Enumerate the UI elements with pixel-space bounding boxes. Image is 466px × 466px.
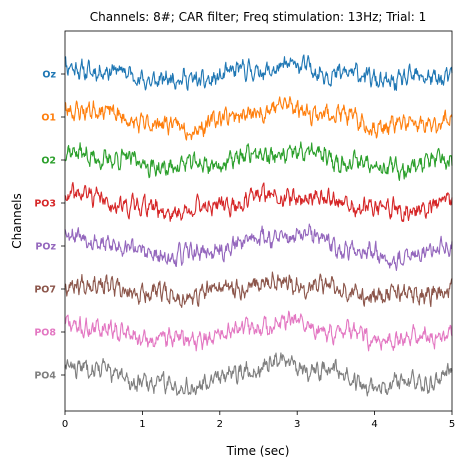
trace-o1 (64, 96, 453, 141)
x-axis: 0 1 2 3 4 5 (62, 411, 455, 430)
trace-oz (64, 54, 453, 91)
x-tick-label: 5 (449, 419, 455, 430)
x-axis-label: Time (sec) (226, 444, 290, 458)
plot-frame (64, 30, 453, 412)
trace-po8 (64, 310, 453, 352)
x-tick-label: 2 (217, 419, 223, 430)
trace-o2 (64, 141, 453, 181)
x-tick-label: 1 (139, 419, 145, 430)
y-axis-label: Channels (10, 193, 24, 249)
x-tick-label: 0 (62, 419, 68, 430)
trace-po4 (64, 352, 453, 397)
channel-label-o1: O1 (41, 113, 56, 124)
channel-label-poz: POz (35, 242, 56, 253)
channel-label-po4: PO4 (34, 371, 56, 382)
trace-po7 (64, 271, 453, 308)
traces-group (64, 54, 453, 397)
channel-label-po3: PO3 (34, 199, 56, 210)
channel-label-o2: O2 (41, 156, 56, 167)
chart-title: Channels: 8#; CAR filter; Freq stimulati… (90, 10, 427, 24)
trace-po3 (64, 181, 453, 222)
y-axis: Oz O1 O2 PO3 POz PO7 PO8 PO4 (34, 70, 65, 382)
trace-poz (64, 223, 453, 271)
channel-label-po7: PO7 (34, 285, 56, 296)
x-tick-label: 3 (294, 419, 300, 430)
channel-label-po8: PO8 (34, 328, 56, 339)
x-tick-label: 4 (371, 419, 377, 430)
channel-label-oz: Oz (42, 70, 56, 81)
